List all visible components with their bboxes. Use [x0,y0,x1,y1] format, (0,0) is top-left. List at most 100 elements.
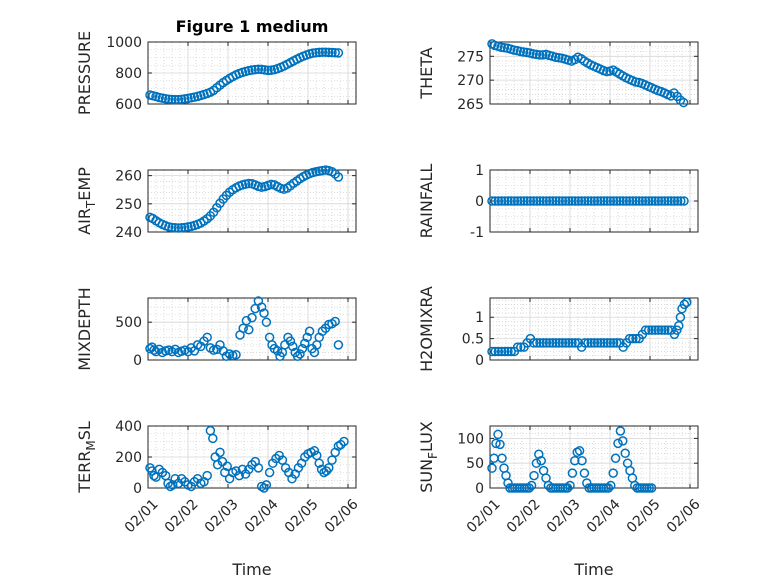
ax2-theta-point [518,47,529,57]
ax6-h2omixra-series [487,297,692,357]
ax1-pressure-point [308,48,318,58]
ax6-h2omixra-point [663,325,673,335]
axes-ax2-theta: 265 270 275 THETA [417,39,699,113]
ax4-rainfall-point [666,196,676,206]
ax4-rainfall-point [570,196,580,206]
ax1-pressure-point [180,94,190,104]
ax1-pressure-point [330,47,340,58]
ax4-rainfall-point [676,196,686,206]
ax5-mixdepth-point [330,316,340,327]
ax4-rainfall-point [500,196,510,206]
ax4-rainfall-point [608,196,619,206]
ax6-h2omixra-point [640,325,651,335]
ax6-h2omixra-point [487,346,497,357]
ax6-h2omixra-point [532,338,542,348]
ax2-theta-point [499,42,510,53]
ax5-mixdepth-point [333,340,344,350]
ax3-air-frame [147,169,357,233]
ax7-terr-point [202,470,212,481]
ax1-pressure-point [260,65,270,75]
ax6-h2omixra-point [544,338,555,348]
axes-ax3-air: 240 250 260 AIRTEMP [75,165,357,241]
ax4-rainfall-point [663,196,673,206]
ax1-pressure-y-axis-label: PRESSURE [75,31,94,115]
ax4-rainfall-point [503,196,513,206]
ax7-terr-point [333,441,344,451]
ax2-theta-point [678,97,689,108]
ax8-sun-point [606,480,616,491]
ax1-pressure-point [176,94,187,105]
ax4-rainfall-point [544,196,555,206]
ax2-theta-point [531,49,542,60]
ax7-terr-y-tick-label: 400 [115,419,142,435]
ax6-h2omixra-point [516,342,526,352]
ax6-h2omixra-frame [489,297,699,361]
ax8-sun-point [487,463,497,473]
ax6-h2omixra-point [650,325,660,335]
ax7-terr-point [215,447,225,458]
ax5-mixdepth-point [244,325,254,335]
ax4-rainfall-point [564,196,574,206]
ax8-sun-series [487,426,657,493]
ax6-h2omixra-point [596,338,606,348]
ax8-sun-point [620,448,630,459]
ax4-rainfall-point [589,196,600,206]
ax2-theta-frame [489,41,699,105]
ax7-terr-point [165,481,176,492]
ax7-terr-y-tick-label: 200 [115,450,142,466]
ax6-h2omixra-point [599,338,609,348]
ax6-h2omixra-point [560,338,571,348]
ax5-mixdepth-y-axis-label: MIXDEPTH [75,287,94,370]
ax4-rainfall-point [525,196,536,206]
ax6-h2omixra-point [567,338,577,348]
ax6-h2omixra-point [503,346,513,357]
ax3-air-point [176,223,187,233]
ax8-sun-point [491,438,501,449]
ax6-h2omixra-point [557,338,568,348]
ax7-terr-point [277,455,288,465]
ax6-h2omixra-point [612,338,622,348]
ax1-pressure-y-tick-label: 1000 [106,35,142,51]
ax7-terr-point [256,481,267,492]
ax7-terr-point [253,463,264,473]
ax5-mixdepth-point [288,341,298,352]
ax1-pressure-point [314,47,324,58]
ax4-rainfall-point [557,196,568,206]
ax5-mixdepth-point [250,303,260,314]
ax4-rainfall-point [634,196,644,206]
ax6-h2omixra-point [644,325,654,335]
ax4-rainfall-point [672,196,683,206]
ax1-pressure-point [247,65,257,75]
ax1-pressure-point [324,47,334,58]
ax8-sun-point [570,455,580,466]
ax6-h2omixra-point [674,321,684,331]
ax6-h2omixra-point [679,299,690,310]
chart-title: Figure 1 medium [176,17,329,36]
ax5-mixdepth-y-tick-label: 500 [115,315,142,331]
ax7-terr-y-tick-label: 0 [133,481,142,497]
ax3-air-series [145,165,344,233]
ax1-pressure-point [256,64,267,75]
ax2-theta-y-tick-label: 265 [457,97,484,113]
ax4-rainfall-point [637,196,648,206]
ax5-mixdepth-point [302,332,312,343]
ax6-h2omixra-point [490,346,500,357]
ax1-pressure-point [333,48,344,58]
ax8-sun-point [567,468,578,478]
ax7-terr-point [151,472,161,482]
ax4-rainfall-point [496,196,507,206]
ax7-terr-point [222,461,232,472]
ax5-mixdepth-point [304,326,315,337]
ax8-sun-point [497,453,507,463]
ax6-h2omixra-point [586,338,596,348]
ax6-h2omixra-point [541,338,552,348]
ax4-rainfall-point [592,196,603,206]
ax8-sun-point [613,438,623,449]
ax4-rainfall-point [560,196,571,206]
ax6-h2omixra-point [512,342,523,352]
ax6-h2omixra-point [496,346,507,357]
ax4-rainfall-point [551,196,561,206]
ax8-sun-point [646,483,657,493]
ax5-mixdepth-point [285,336,296,346]
ax1-pressure-point [311,47,321,58]
